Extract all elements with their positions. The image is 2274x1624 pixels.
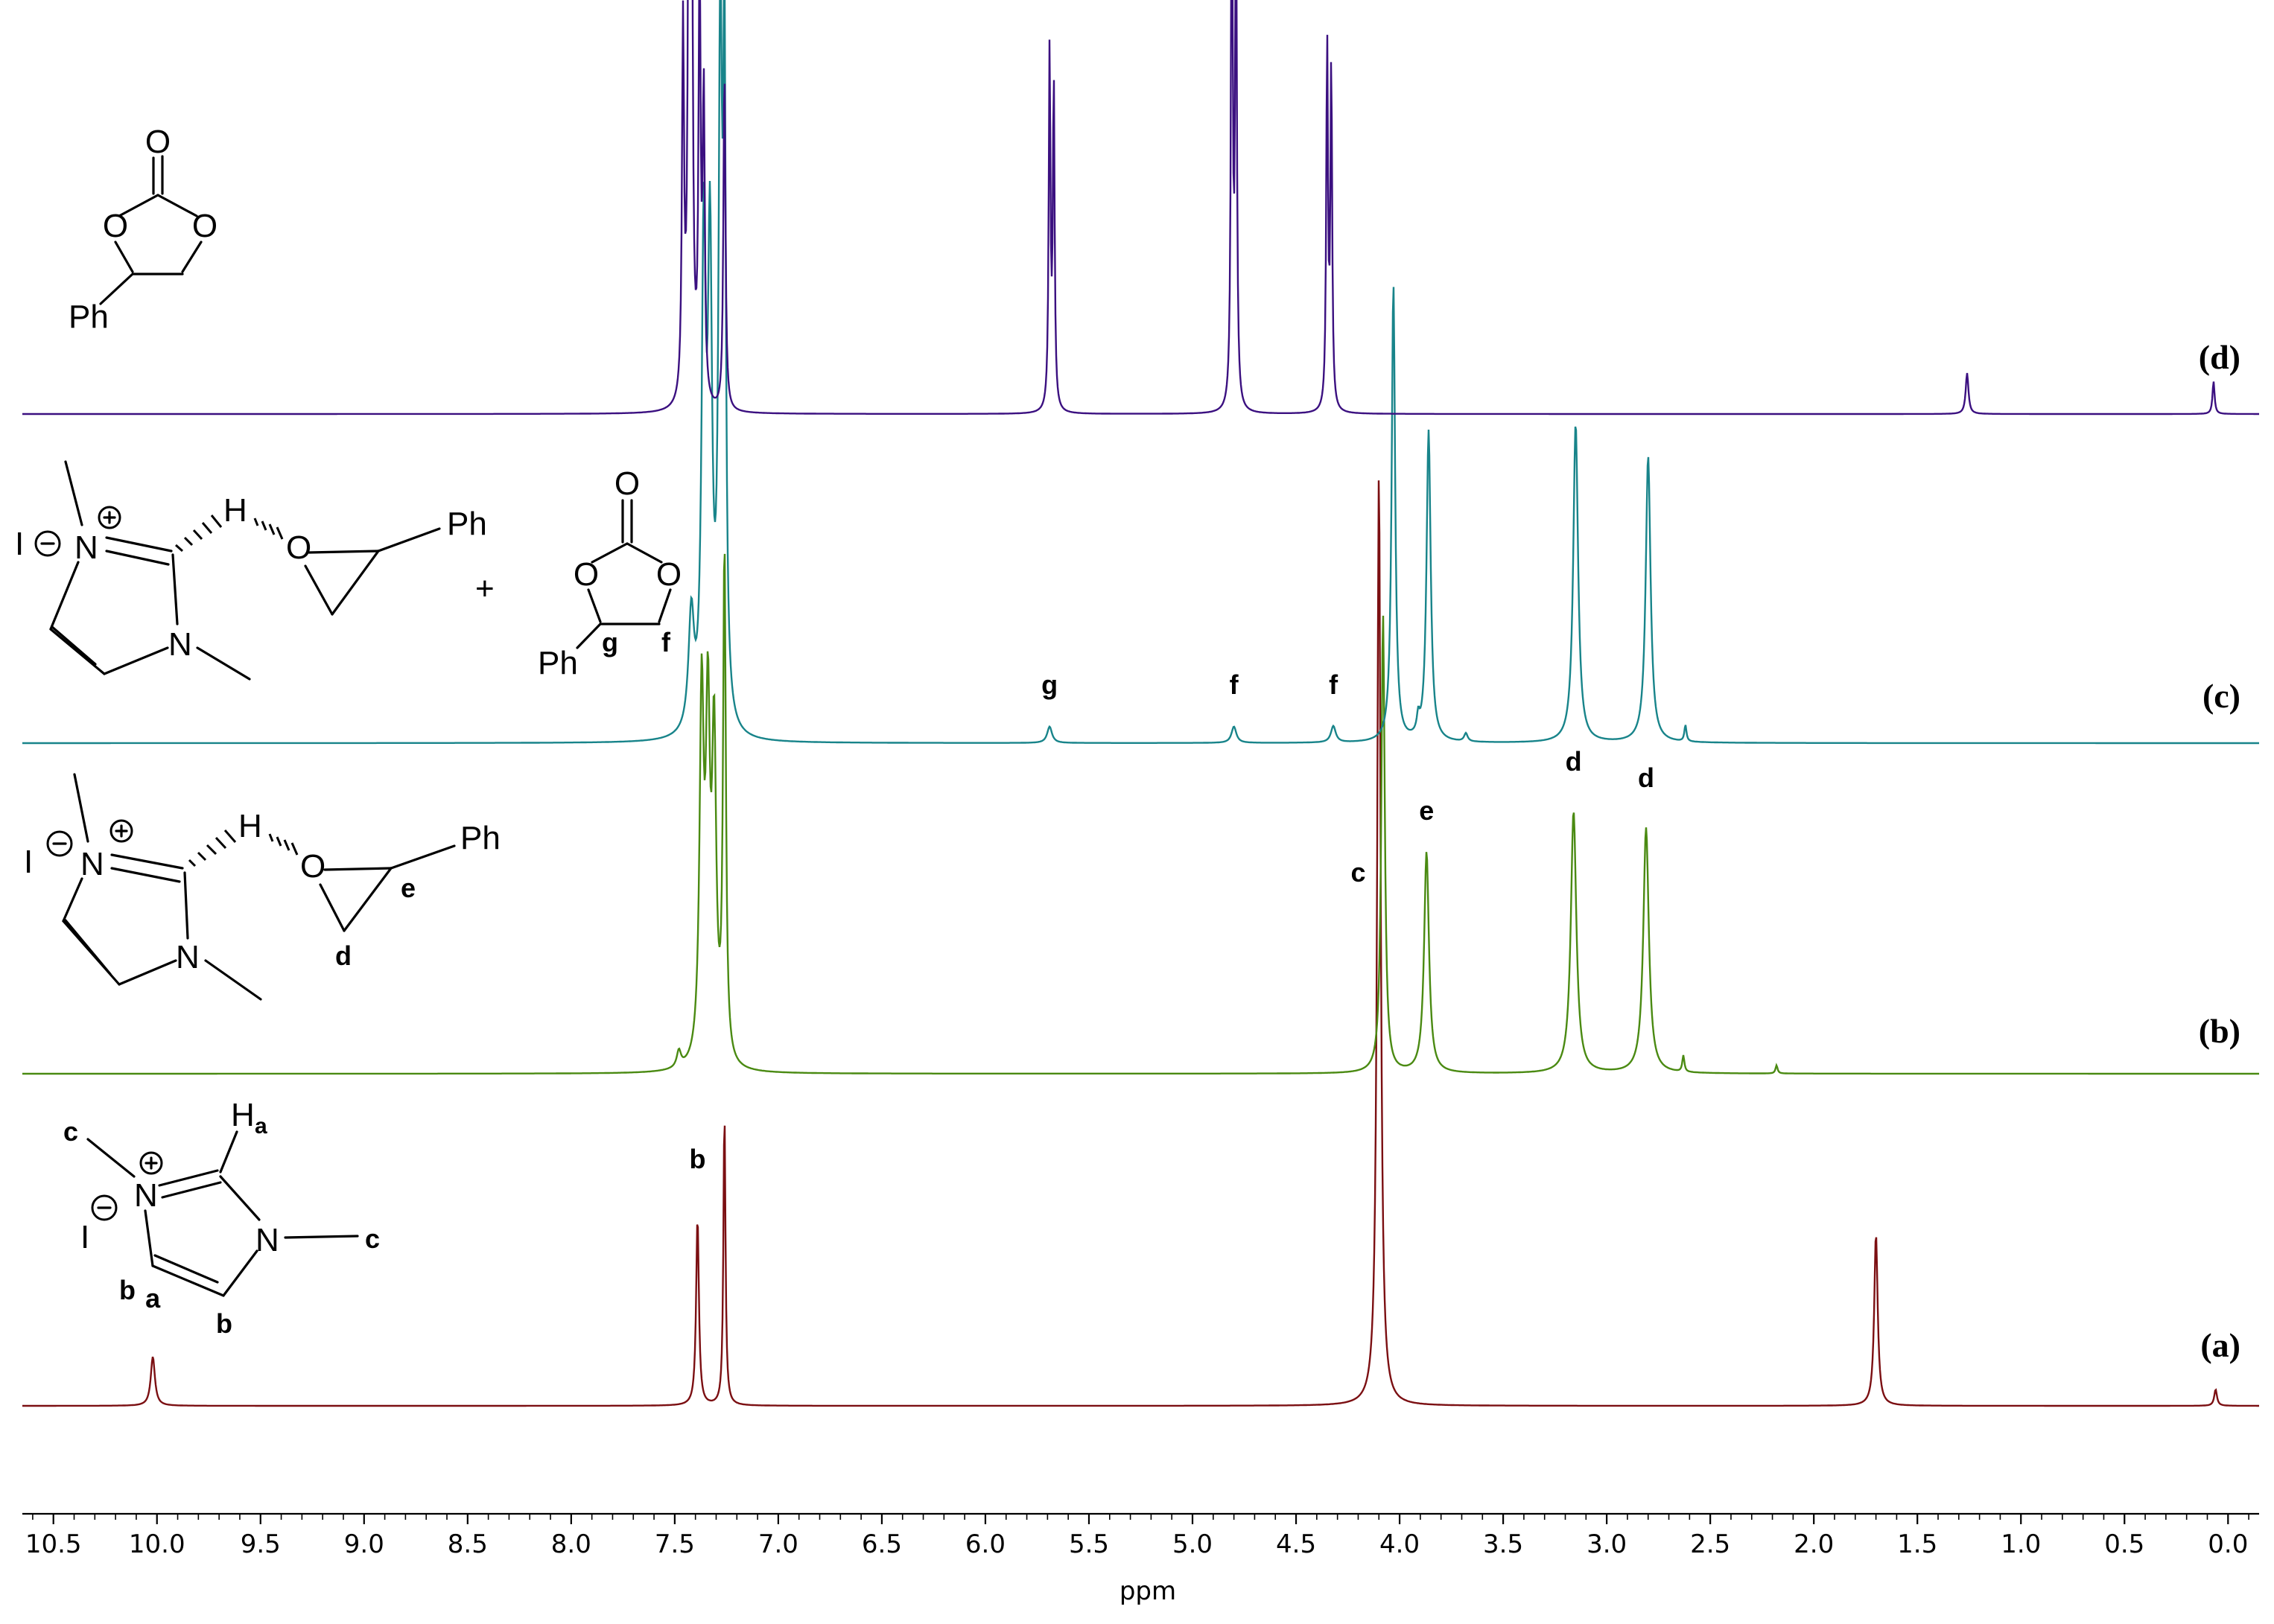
- hydrogen-a-label: H: [231, 1097, 255, 1133]
- panel-label-d: (d): [2199, 338, 2240, 376]
- atom-label-e: e: [401, 873, 416, 903]
- spectra-group: [22, 0, 2259, 1407]
- spectrum-line-d: [22, 0, 2259, 415]
- n-label: N: [168, 626, 192, 663]
- hydrogen-label: H: [223, 492, 247, 529]
- x-tick-label: 6.0: [965, 1529, 1006, 1559]
- peak-labels-group: a b c e d d g f f: [145, 669, 1654, 1313]
- structure-c-complex: I N N H O: [15, 460, 682, 681]
- hydrogen-label: H: [238, 808, 262, 844]
- carbonyl-oxygen-label: O: [614, 465, 640, 502]
- x-tick-label: 10.5: [25, 1529, 82, 1559]
- methyl-c-label-left: c: [63, 1116, 78, 1147]
- x-tick-label: 8.0: [551, 1529, 591, 1559]
- vinyl-b-label-left: b: [119, 1275, 136, 1305]
- peak-label-c: c: [1350, 857, 1365, 888]
- panel-labels-group: (a) (b) (c) (d): [2199, 338, 2240, 1364]
- x-axis: 10.5 10.0 9.5 9.0 8.5 8.0 7.5 7.0 6.5 6.0 5.5 5.0 4.…: [22, 1512, 2259, 1606]
- phenyl-label: Ph: [69, 299, 109, 335]
- atom-label-f: f: [661, 627, 671, 657]
- x-tick-label: 2.0: [1794, 1529, 1834, 1559]
- peak-label-e: e: [1419, 795, 1434, 826]
- x-tick-label: 7.5: [655, 1529, 695, 1559]
- iodide-label: I: [24, 844, 33, 880]
- iodide-label: I: [80, 1219, 89, 1255]
- structure-b-complex: I N N H O: [24, 773, 501, 1001]
- x-tick-label: 3.0: [1587, 1529, 1627, 1559]
- x-tick-label: 4.0: [1379, 1529, 1420, 1559]
- x-axis-title: ppm: [1119, 1576, 1176, 1606]
- x-axis-ticks: 10.5 10.0 9.5 9.0 8.5 8.0 7.5 7.0 6.5 6.0 5.5 5.0 4.…: [25, 1514, 2249, 1559]
- panel-label-c: (c): [2202, 677, 2240, 715]
- peak-label-b: b: [689, 1144, 705, 1174]
- ring-oxygen-left-label: O: [574, 556, 599, 593]
- x-tick-label: 1.5: [1897, 1529, 1937, 1559]
- peak-label-d: d: [1638, 762, 1654, 793]
- iodide-label: I: [15, 526, 24, 562]
- x-tick-label: 8.5: [448, 1529, 488, 1559]
- x-tick-label: 1.0: [2001, 1529, 2041, 1559]
- peak-label-a: a: [145, 1283, 161, 1313]
- phenyl-label: Ph: [460, 820, 501, 856]
- vinyl-b-label-right: b: [216, 1308, 232, 1339]
- n-plus-label: N: [74, 529, 98, 566]
- peak-label-f: f: [1230, 669, 1239, 700]
- x-tick-label: 5.5: [1069, 1529, 1109, 1559]
- phenyl-label: Ph: [538, 645, 578, 681]
- x-tick-label: 6.5: [862, 1529, 902, 1559]
- x-tick-label: 3.5: [1483, 1529, 1523, 1559]
- x-tick-label: 10.0: [129, 1529, 185, 1559]
- x-tick-label: 5.0: [1172, 1529, 1213, 1559]
- ring-oxygen-right-label: O: [656, 556, 682, 593]
- x-tick-label: 0.5: [2104, 1529, 2144, 1559]
- x-tick-label: 2.5: [1690, 1529, 1730, 1559]
- x-tick-label: 4.5: [1276, 1529, 1316, 1559]
- plus-sign: +: [475, 570, 495, 607]
- ring-oxygen-right-label: O: [192, 208, 217, 244]
- structure-d-cyclic-carbonate: O O O Ph: [69, 124, 217, 335]
- panel-label-a: (a): [2200, 1326, 2240, 1364]
- peak-label-d: d: [1566, 746, 1582, 777]
- peak-label-g: g: [1041, 669, 1058, 700]
- structure-a-imidazolium: H a c N N c I b b: [63, 1097, 380, 1339]
- panel-label-b: (b): [2199, 1012, 2240, 1050]
- n-label: N: [255, 1222, 279, 1258]
- n-plus-label: N: [80, 846, 104, 882]
- spectrum-line-c: [22, 0, 2259, 745]
- atom-label-g: g: [602, 627, 618, 657]
- x-tick-label: 0.0: [2208, 1529, 2248, 1559]
- spectrum-line-a: [22, 480, 2259, 1407]
- peak-label-f: f: [1329, 669, 1338, 700]
- spectrum-line-b: [22, 553, 2259, 1075]
- epoxide-oxygen-label: O: [300, 848, 325, 885]
- hydrogen-a-subscript: a: [255, 1114, 267, 1139]
- ring-oxygen-left-label: O: [103, 208, 128, 244]
- x-tick-label: 9.0: [344, 1529, 384, 1559]
- x-tick-label: 9.5: [241, 1529, 281, 1559]
- carbonyl-oxygen-label: O: [145, 124, 171, 160]
- n-label: N: [176, 939, 200, 975]
- methyl-c-label-right: c: [365, 1223, 380, 1254]
- atom-label-d: d: [335, 940, 352, 971]
- phenyl-label: Ph: [447, 506, 487, 542]
- n-plus-label: N: [134, 1177, 158, 1214]
- epoxide-oxygen-label: O: [286, 529, 311, 566]
- x-tick-label: 7.0: [758, 1529, 798, 1559]
